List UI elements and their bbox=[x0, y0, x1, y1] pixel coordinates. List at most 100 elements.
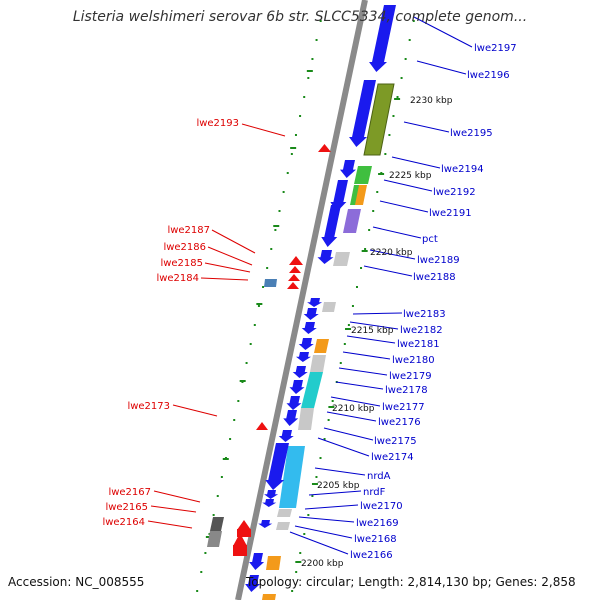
ruler-tick bbox=[311, 495, 314, 497]
label-connector bbox=[352, 312, 403, 315]
label-connector bbox=[363, 265, 413, 277]
ruler-tick bbox=[364, 248, 367, 250]
label-connector bbox=[172, 404, 218, 417]
gene-label[interactable]: nrdA bbox=[367, 471, 391, 482]
gene-label[interactable]: lwe2165 bbox=[105, 502, 148, 513]
gene-label[interactable]: lwe2176 bbox=[378, 417, 421, 428]
ruler-tick bbox=[376, 191, 379, 193]
forward-gene-arrow bbox=[262, 499, 277, 507]
label-connector bbox=[150, 505, 197, 513]
ruler-tick bbox=[278, 210, 281, 212]
label-connectors bbox=[147, 16, 473, 555]
ruler-major-tick bbox=[394, 98, 401, 100]
reverse-gene-arrow bbox=[289, 266, 301, 273]
reverse-gene-arrow bbox=[287, 282, 299, 289]
gene-label[interactable]: lwe2185 bbox=[160, 258, 203, 269]
ruler-tick bbox=[290, 153, 293, 155]
gene-label[interactable]: lwe2197 bbox=[474, 43, 517, 54]
ruler-major-tick bbox=[273, 225, 280, 227]
gene-label[interactable]: lwe2177 bbox=[382, 402, 425, 413]
ruler-tick bbox=[196, 590, 199, 592]
grey-feature bbox=[298, 408, 314, 430]
label-connector bbox=[153, 490, 201, 503]
gene-label[interactable]: lwe2169 bbox=[356, 518, 399, 529]
gene-label[interactable]: lwe2187 bbox=[167, 225, 210, 236]
olive-feature bbox=[363, 83, 395, 156]
gene-label[interactable]: lwe2189 bbox=[417, 255, 460, 266]
scale-label: 2215 kbp bbox=[351, 326, 394, 336]
gene-label[interactable]: lwe2170 bbox=[360, 501, 403, 512]
reverse-gene-arrow bbox=[233, 533, 247, 546]
gene-label[interactable]: nrdF bbox=[363, 487, 386, 498]
ruler-tick bbox=[351, 305, 354, 307]
ruler-tick bbox=[392, 115, 395, 117]
ruler-tick bbox=[303, 96, 306, 98]
ruler-tick bbox=[200, 571, 203, 573]
right-gene-labels: lwe2197 lwe2196 lwe2195 lwe2194 lwe2192 … bbox=[350, 43, 517, 561]
ruler-tick bbox=[311, 58, 314, 60]
tick-rulers bbox=[196, 20, 415, 592]
ruler-major-tick bbox=[239, 380, 246, 382]
gene-label[interactable]: lwe2164 bbox=[102, 517, 145, 528]
gene-label[interactable]: lwe2183 bbox=[403, 309, 446, 320]
ruler-tick bbox=[233, 419, 236, 421]
gene-label[interactable]: lwe2167 bbox=[108, 487, 151, 498]
forward-gene-arrow bbox=[298, 338, 314, 350]
ruler-tick bbox=[315, 476, 318, 478]
ruler-tick bbox=[270, 248, 273, 250]
ruler-tick bbox=[212, 514, 215, 516]
scale-label: 2205 kbp bbox=[317, 481, 360, 491]
gene-label[interactable]: pct bbox=[422, 234, 438, 245]
ruler-tick bbox=[400, 77, 403, 79]
gene-label[interactable]: lwe2194 bbox=[441, 164, 484, 175]
gene-label[interactable]: lwe2192 bbox=[433, 187, 476, 198]
label-connector bbox=[335, 381, 384, 390]
scale-label: 2230 kbp bbox=[410, 96, 453, 106]
gene-label[interactable]: lwe2182 bbox=[400, 325, 443, 336]
gene-label[interactable]: lwe2191 bbox=[429, 208, 472, 219]
gene-label[interactable]: lwe2178 bbox=[385, 385, 428, 396]
reverse-strand-genes bbox=[233, 144, 331, 556]
gene-label[interactable]: lwe2195 bbox=[450, 128, 493, 139]
gene-label[interactable]: lwe2173 bbox=[127, 401, 170, 412]
label-connector bbox=[326, 411, 377, 422]
label-connector bbox=[211, 229, 256, 254]
forward-gene-arrow bbox=[349, 80, 376, 147]
ruler-tick bbox=[319, 457, 322, 459]
ruler-major-tick bbox=[290, 147, 297, 149]
label-connector bbox=[294, 525, 353, 539]
green-feature bbox=[354, 166, 372, 184]
gene-label[interactable]: lwe2193 bbox=[196, 118, 239, 129]
gene-label[interactable]: lwe2186 bbox=[163, 242, 206, 253]
ruler-tick bbox=[294, 134, 297, 136]
ruler-tick bbox=[323, 438, 326, 440]
orange-feature bbox=[262, 594, 276, 600]
ruler-tick bbox=[249, 343, 252, 345]
lightblue-feature bbox=[279, 446, 305, 508]
ruler-tick bbox=[412, 20, 415, 22]
ruler-major-tick bbox=[361, 250, 368, 252]
gene-label[interactable]: lwe2168 bbox=[354, 534, 397, 545]
forward-gene-arrow bbox=[289, 380, 305, 394]
gene-label[interactable]: lwe2181 bbox=[397, 339, 440, 350]
forward-gene-arrow bbox=[303, 308, 319, 320]
gene-label[interactable]: lwe2196 bbox=[467, 70, 510, 81]
gene-label[interactable]: lwe2174 bbox=[371, 452, 414, 463]
label-connector bbox=[207, 246, 253, 266]
ruler-tick bbox=[237, 400, 240, 402]
ruler-tick bbox=[257, 305, 260, 307]
ruler-tick bbox=[307, 77, 310, 79]
gene-label[interactable]: lwe2184 bbox=[156, 273, 199, 284]
gene-label[interactable]: lwe2188 bbox=[413, 272, 456, 283]
gene-label[interactable]: lwe2179 bbox=[389, 371, 432, 382]
gene-label[interactable]: lwe2180 bbox=[392, 355, 435, 366]
ruler-tick bbox=[299, 552, 302, 554]
scale-label: 2220 kbp bbox=[370, 248, 413, 258]
label-connector bbox=[314, 467, 366, 476]
gene-label[interactable]: lwe2175 bbox=[374, 436, 417, 447]
ruler-tick bbox=[408, 39, 411, 41]
orange-feature bbox=[266, 556, 281, 570]
ruler-tick bbox=[220, 476, 223, 478]
gene-label[interactable]: lwe2166 bbox=[350, 550, 393, 561]
ruler-tick bbox=[286, 172, 289, 174]
